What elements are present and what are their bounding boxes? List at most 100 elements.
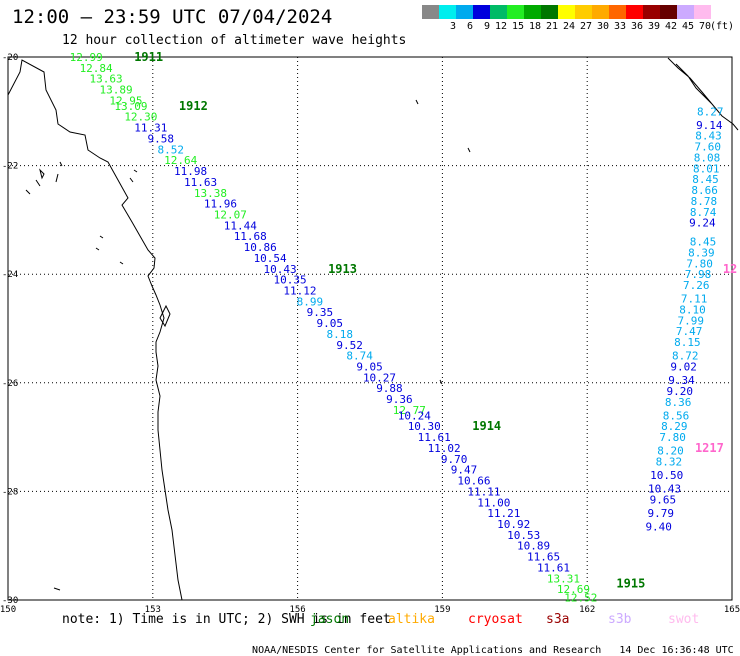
satellite-cryosat: cryosat bbox=[468, 612, 523, 627]
wave-height-label: 10.27 bbox=[363, 371, 396, 384]
legend-label: 33 bbox=[613, 21, 626, 32]
generated-timestamp: 14 Dec 16:36:48 UTC 2024 bbox=[619, 645, 740, 656]
wave-height-label: 7.80 bbox=[686, 257, 713, 270]
wave-height-label: 11.96 bbox=[204, 198, 237, 211]
legend-label: 30 bbox=[596, 21, 609, 32]
latitude-label: -24 bbox=[2, 270, 18, 280]
legend-swatch bbox=[439, 5, 456, 19]
wave-height-label: 10.89 bbox=[517, 540, 550, 553]
graticule: 150 153 156 159 162 165 -20 -22 -24 -26 -28 -30 bbox=[0, 53, 740, 615]
wave-height-label: 10.50 bbox=[650, 469, 683, 482]
page-title: 12:00 — 23:59 UTC 07/04/2024 bbox=[12, 6, 333, 28]
track-jason: 12.9912.8413.6313.8912.9513.0912.3011.31… bbox=[70, 50, 646, 604]
legend-swatch bbox=[456, 5, 473, 19]
wave-height-label: 9.88 bbox=[376, 382, 403, 395]
legend-label: 39 bbox=[647, 21, 660, 32]
legend-label: 3 bbox=[449, 21, 456, 32]
wave-height-label: 8.74 bbox=[346, 350, 373, 363]
wave-height-label: 12.52 bbox=[564, 591, 597, 604]
wave-height-label: 11.31 bbox=[134, 122, 167, 135]
legend-label: 36 bbox=[630, 21, 643, 32]
wave-height-label: 12.30 bbox=[124, 111, 157, 124]
wave-height-label: 8.08 bbox=[694, 151, 721, 164]
wave-height-label: 8.10 bbox=[679, 303, 706, 316]
wave-height-label: 9.58 bbox=[148, 132, 175, 145]
wave-height-label: 11.12 bbox=[283, 284, 316, 297]
satellite-altika: altika bbox=[388, 612, 435, 627]
latitude-label: -26 bbox=[2, 379, 18, 389]
pass-number-label: 1912 bbox=[179, 99, 208, 113]
wave-height-label: 9.40 bbox=[645, 521, 672, 534]
track-swot: 8.279.148.437.608.088.018.458.668.788.74… bbox=[645, 105, 737, 533]
color-legend-labels: 3 6 9 12 15 18 21 24 27 30 33 36 39 42 45 70 bbox=[422, 21, 711, 32]
wave-height-label: 9.05 bbox=[317, 317, 344, 330]
wave-height-label: 8.27 bbox=[697, 105, 724, 118]
wave-height-label: 7.11 bbox=[681, 293, 708, 306]
fraser-island bbox=[159, 304, 171, 328]
wave-height-label: 11.61 bbox=[537, 561, 570, 574]
legend-swatch bbox=[643, 5, 660, 19]
pass-number-label: 12 bbox=[723, 262, 737, 276]
legend-label: 12 bbox=[494, 21, 507, 32]
legend-swatch bbox=[677, 5, 694, 19]
wave-height-label: 7.98 bbox=[685, 268, 712, 281]
wave-height-label: 10.53 bbox=[507, 529, 540, 542]
coastline bbox=[7, 57, 739, 601]
legend-swatch bbox=[541, 5, 558, 19]
wave-height-label: 11.68 bbox=[234, 230, 267, 243]
wave-height-label: 10.30 bbox=[408, 420, 441, 433]
wave-height-label: 8.01 bbox=[693, 162, 720, 175]
wave-height-label: 12.77 bbox=[393, 404, 426, 417]
units-note: note: 1) Time is in UTC; 2) SWH is in fe… bbox=[62, 612, 391, 627]
satellite-s3a: s3a bbox=[546, 612, 570, 627]
wave-height-label: 12.84 bbox=[80, 62, 113, 75]
wave-height-label: 8.15 bbox=[674, 336, 701, 349]
legend-label: 6 bbox=[466, 21, 473, 32]
map-frame bbox=[7, 56, 733, 601]
color-legend bbox=[422, 5, 711, 19]
pass-number-label: 1914 bbox=[472, 419, 501, 433]
wave-height-label: 8.20 bbox=[657, 445, 684, 458]
pass-number-label: 1915 bbox=[616, 577, 645, 591]
wave-height-label: 9.14 bbox=[696, 119, 723, 132]
longitude-label: 153 bbox=[145, 605, 161, 615]
satellite-swot: swot bbox=[668, 612, 700, 627]
australia-coastline bbox=[7, 59, 183, 601]
legend-label: 27 bbox=[579, 21, 592, 32]
wave-height-label: 7.99 bbox=[678, 314, 705, 327]
wave-height-label: 10.92 bbox=[497, 518, 530, 531]
latitude-label: -28 bbox=[2, 487, 18, 497]
legend-swatch bbox=[626, 5, 643, 19]
legend-swatch bbox=[507, 5, 524, 19]
legend-swatch bbox=[592, 5, 609, 19]
island-gfx bbox=[55, 161, 63, 183]
legend-swatch bbox=[660, 5, 677, 19]
wave-height-label: 9.20 bbox=[667, 385, 694, 398]
reef-marks bbox=[53, 99, 471, 591]
wave-height-label: 7.26 bbox=[683, 279, 710, 292]
wave-height-label: 13.89 bbox=[99, 84, 132, 97]
wave-height-label: 8.45 bbox=[690, 236, 717, 249]
legend-swatch bbox=[422, 5, 439, 19]
longitude-label: 150 bbox=[0, 605, 16, 615]
longitude-label: 159 bbox=[434, 605, 450, 615]
new-caledonia-coastline bbox=[667, 57, 739, 131]
legend-label: 21 bbox=[545, 21, 558, 32]
altimeter-tracks: 12.9912.8413.6313.8912.9513.0912.3011.31… bbox=[70, 50, 738, 604]
legend-swatch bbox=[473, 5, 490, 19]
wave-height-label: 9.36 bbox=[386, 393, 413, 406]
satellite-s3b: s3b bbox=[608, 612, 632, 627]
wave-height-label: 10.54 bbox=[254, 252, 287, 265]
wave-height-label: 10.24 bbox=[398, 409, 431, 422]
legend-swatch bbox=[694, 5, 711, 19]
wave-height-label: 11.00 bbox=[477, 496, 510, 509]
wave-height-label: 11.44 bbox=[224, 219, 257, 232]
wave-height-label: 11.61 bbox=[418, 431, 451, 444]
wave-height-label: 11.21 bbox=[487, 507, 520, 520]
wave-height-label: 8.52 bbox=[157, 143, 184, 156]
wave-height-label: 9.34 bbox=[668, 374, 695, 387]
wave-height-label: 10.35 bbox=[273, 274, 306, 287]
wave-height-label: 11.63 bbox=[184, 176, 217, 189]
legend-label: 24 bbox=[562, 21, 575, 32]
